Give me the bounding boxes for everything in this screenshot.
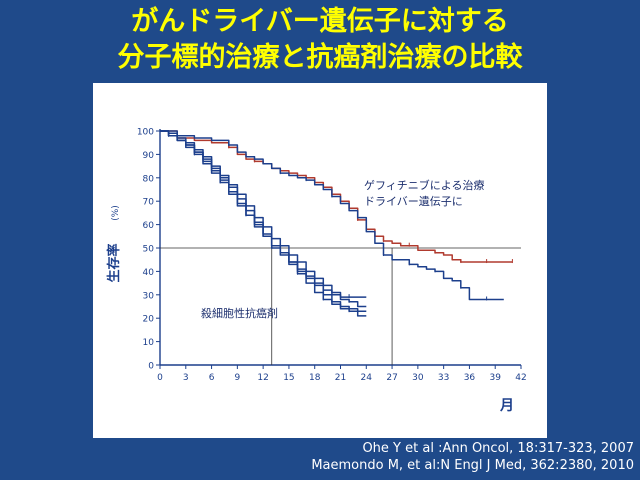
x-tick-label: 3: [183, 373, 189, 383]
y-tick-label: 80: [143, 174, 155, 184]
reference-lines: [160, 247, 521, 365]
y-axis-unit: (%): [111, 205, 121, 221]
x-tick-label: 6: [209, 373, 215, 383]
x-tick-label: 36: [464, 373, 476, 383]
x-tick-label: 42: [515, 373, 526, 383]
y-tick-label: 40: [143, 268, 155, 278]
citations: Ohe Y et al :Ann Oncol, 18:317-323, 2007…: [311, 440, 634, 474]
x-tick-label: 18: [309, 373, 321, 383]
x-tick-label: 33: [438, 373, 449, 383]
y-tick-label: 20: [143, 315, 155, 325]
chemo-curve-4: [160, 130, 367, 298]
y-tick-label: 90: [143, 151, 155, 161]
y-tick-label: 0: [148, 362, 154, 372]
slide-title: がんドライバー遺伝子に対する 分子標的治療と抗癌剤治療の比較: [0, 4, 640, 76]
x-axis-label: 月: [499, 398, 514, 414]
x-tick-label: 9: [234, 373, 240, 383]
title-line-1: がんドライバー遺伝子に対する: [131, 6, 509, 37]
y-tick-label: 50: [143, 245, 155, 255]
y-tick-label: 70: [143, 198, 155, 208]
x-tick-label: 0: [157, 373, 163, 383]
y-tick-label: 100: [137, 128, 154, 138]
citation-2: Maemondo M, et al:N Engl J Med, 362:2380…: [311, 458, 634, 473]
x-tick-label: 39: [489, 373, 501, 383]
x-tick-label: 24: [361, 373, 373, 383]
citation-1: Ohe Y et al :Ann Oncol, 18:317-323, 2007: [362, 441, 634, 456]
gefitinib-annotation-line-1: ゲフィチニブによる治療: [364, 178, 484, 192]
chart-panel: 0 10 20 30 40 50 60 70 80 90 100 0 3 6 9 12 15 18 21 24 27 30…: [93, 83, 547, 438]
y-axis-label: 生存率: [106, 243, 122, 282]
x-tick-label: 21: [335, 373, 346, 383]
y-tick-label: 30: [143, 291, 155, 301]
y-tick-label: 10: [143, 338, 155, 348]
gefitinib-curve-1: [160, 130, 504, 301]
chemo-annotation: 殺細胞性抗癌剤: [201, 306, 278, 320]
x-tick-label: 15: [283, 373, 294, 383]
y-tick-label: 60: [143, 221, 155, 231]
gefitinib-annotation-line-2: ドライバー遺伝子に: [364, 194, 463, 208]
x-tick-label: 12: [257, 373, 268, 383]
title-line-2: 分子標的治療と抗癌剤治療の比較: [117, 42, 523, 73]
x-tick-label: 30: [412, 373, 424, 383]
x-tick-label: 27: [386, 373, 397, 383]
series-layer: [160, 130, 513, 317]
